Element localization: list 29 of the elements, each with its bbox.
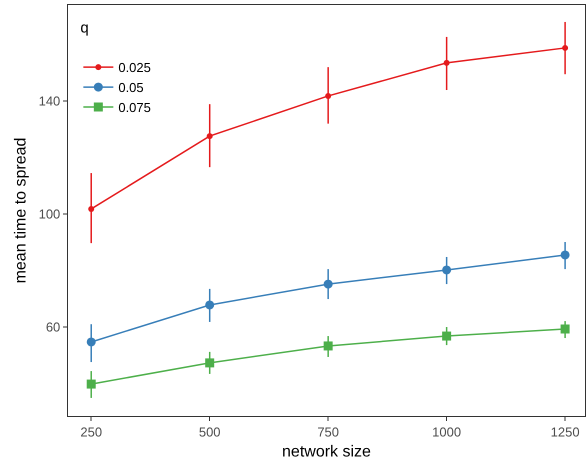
x-tick-label: 1000 xyxy=(432,424,462,440)
point xyxy=(442,265,452,274)
x-axis-title: network size xyxy=(282,443,372,460)
y-axis-title: mean time to spread xyxy=(12,138,30,284)
x-tick-label: 250 xyxy=(80,424,102,440)
point xyxy=(325,92,332,99)
point xyxy=(442,332,452,341)
x-tick-label: 500 xyxy=(198,424,221,440)
y-tick-label: 140 xyxy=(38,94,60,109)
y-tick-label: 100 xyxy=(38,206,60,222)
x-tick-label: 750 xyxy=(317,424,340,440)
point xyxy=(86,337,96,346)
point xyxy=(324,280,333,289)
point xyxy=(205,300,214,310)
point xyxy=(560,324,570,334)
point xyxy=(324,341,333,350)
legend-label: 0.075 xyxy=(118,100,151,116)
point xyxy=(206,133,213,140)
point xyxy=(86,380,96,389)
point xyxy=(88,206,94,212)
legend-label: 0.05 xyxy=(118,80,144,96)
y-tick-label: 60 xyxy=(46,320,60,335)
x-tick-label: 1250 xyxy=(550,424,580,440)
point xyxy=(205,358,214,368)
legend-title: q xyxy=(80,20,89,37)
point xyxy=(444,60,450,66)
legend-label: 0.025 xyxy=(118,60,151,76)
point xyxy=(560,250,570,260)
point xyxy=(562,44,568,51)
